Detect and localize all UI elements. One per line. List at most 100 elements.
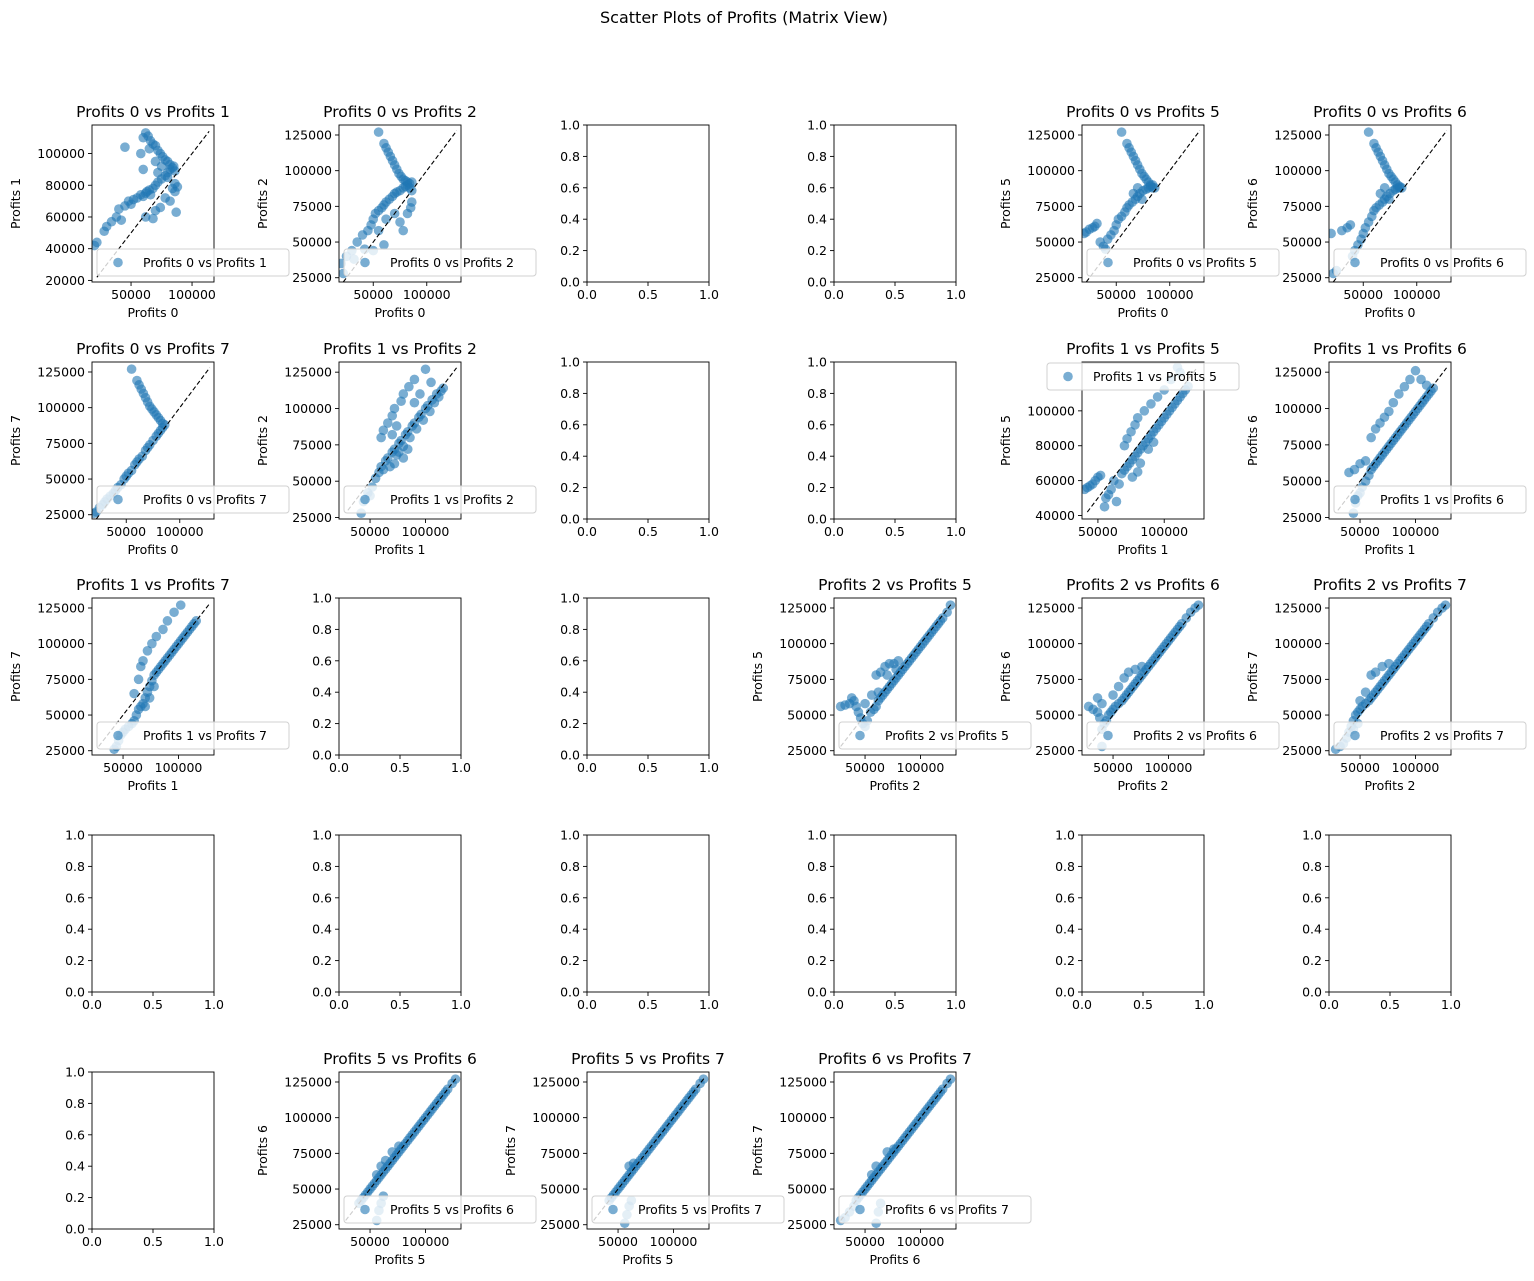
subplot: 50000 100000 25000 50000 75000 100000 125000 Pr… bbox=[1245, 103, 1527, 320]
y-tick-label: 50000 bbox=[292, 1182, 332, 1197]
axes-frame bbox=[586, 1071, 710, 1230]
data-point bbox=[1111, 496, 1122, 507]
subplot-title: Profits 2 vs Profits 7 bbox=[1313, 576, 1467, 594]
x-tick-label: 100000 bbox=[403, 287, 451, 302]
x-tick-label: 1.0 bbox=[699, 287, 719, 302]
legend-label: Profits 1 vs Profits 6 bbox=[1380, 492, 1504, 507]
data-point bbox=[379, 240, 389, 250]
x-tick-label: 0.5 bbox=[885, 524, 905, 539]
x-tick-label: 100000 bbox=[650, 1234, 698, 1249]
y-tick-label: 1.0 bbox=[65, 1065, 85, 1080]
data-point bbox=[191, 616, 202, 626]
legend: Profits 2 vs Profits 6 bbox=[1086, 721, 1280, 750]
data-point bbox=[942, 607, 952, 618]
subplot: 0.0 0.5 1.0 0.0 0.2 0.4 0.6 0.8 1.0 bbox=[560, 828, 719, 1013]
y-axis-label: Profits 2 bbox=[255, 178, 270, 229]
y-tick-label: 0.2 bbox=[807, 480, 827, 495]
y-tick-label: 100000 bbox=[37, 400, 85, 415]
legend-label: Profits 5 vs Profits 6 bbox=[390, 1202, 514, 1217]
x-tick-label: 0.5 bbox=[143, 1234, 163, 1249]
data-point bbox=[1147, 183, 1158, 193]
legend-marker bbox=[855, 730, 865, 741]
data-point bbox=[389, 403, 400, 414]
y-tick-label: 125000 bbox=[1274, 600, 1322, 615]
y-tick-label: 0.6 bbox=[560, 417, 580, 432]
legend-box bbox=[343, 485, 537, 514]
y-tick-label: 40000 bbox=[1035, 508, 1075, 523]
legend-box bbox=[1046, 362, 1240, 391]
y-tick-label: 1.0 bbox=[65, 828, 85, 843]
axes-frame bbox=[833, 597, 957, 756]
subplot: 50000 100000 25000 50000 75000 100000 125000 Pr… bbox=[8, 340, 290, 557]
data-point bbox=[153, 167, 163, 178]
y-tick-label: 25000 bbox=[45, 743, 85, 758]
data-point bbox=[149, 681, 159, 692]
plot-area bbox=[98, 600, 210, 755]
x-tick-label: 1.0 bbox=[946, 287, 966, 302]
x-tick-label: 100000 bbox=[1145, 760, 1193, 775]
y-tick-label: 75000 bbox=[787, 672, 827, 687]
x-tick-label: 0.5 bbox=[390, 997, 410, 1012]
data-point bbox=[391, 421, 402, 431]
axes-frame bbox=[338, 361, 462, 520]
y-tick-label: 125000 bbox=[284, 1074, 332, 1089]
data-point bbox=[1137, 661, 1147, 672]
x-tick-label: 1.0 bbox=[451, 760, 471, 775]
y-tick-label: 100000 bbox=[1027, 403, 1075, 418]
y-tick-label: 40000 bbox=[45, 241, 85, 256]
y-tick-label: 50000 bbox=[292, 474, 332, 489]
data-point bbox=[162, 172, 173, 183]
y-tick-label: 0.0 bbox=[65, 1222, 85, 1237]
subplot: 50000 100000 25000 50000 75000 100000 125000 Pr… bbox=[998, 103, 1280, 320]
y-axis-label: Profits 7 bbox=[8, 651, 23, 702]
x-tick-label: 0.0 bbox=[329, 997, 349, 1012]
y-tick-label: 1.0 bbox=[560, 591, 580, 606]
data-point bbox=[387, 410, 398, 421]
x-tick-label: 0.5 bbox=[638, 997, 658, 1012]
x-tick-label: 50000 bbox=[1078, 524, 1118, 539]
x-axis-label: Profits 0 bbox=[127, 305, 178, 320]
data-point bbox=[420, 364, 431, 375]
x-tick-label: 50000 bbox=[1096, 287, 1136, 302]
data-point bbox=[1122, 433, 1132, 444]
data-point bbox=[387, 1147, 398, 1157]
x-tick-label: 0.0 bbox=[824, 287, 844, 302]
x-tick-label: 50000 bbox=[350, 524, 390, 539]
y-tick-label: 0.6 bbox=[560, 180, 580, 195]
y-tick-label: 0.0 bbox=[560, 512, 580, 527]
y-tick-label: 1.0 bbox=[560, 355, 580, 370]
x-tick-label: 1.0 bbox=[1441, 997, 1461, 1012]
legend-box bbox=[1333, 485, 1527, 514]
y-tick-label: 0.6 bbox=[560, 653, 580, 668]
legend-box bbox=[343, 248, 537, 277]
data-point bbox=[426, 377, 436, 388]
legend: Profits 2 vs Profits 5 bbox=[838, 721, 1032, 750]
data-point bbox=[1375, 188, 1386, 199]
y-tick-label: 125000 bbox=[779, 1074, 827, 1089]
y-tick-label: 0.2 bbox=[1055, 953, 1075, 968]
data-point bbox=[150, 205, 161, 216]
y-tick-label: 1.0 bbox=[807, 828, 827, 843]
data-point bbox=[165, 196, 175, 206]
x-tick-label: 100000 bbox=[897, 1234, 945, 1249]
x-tick-label: 1.0 bbox=[946, 997, 966, 1012]
legend-marker bbox=[1063, 371, 1073, 382]
data-point bbox=[120, 142, 130, 153]
x-tick-label: 100000 bbox=[1146, 287, 1194, 302]
y-tick-label: 0.8 bbox=[560, 622, 580, 637]
y-tick-label: 0.4 bbox=[807, 922, 827, 937]
data-point bbox=[409, 397, 420, 408]
y-tick-label: 1.0 bbox=[560, 828, 580, 843]
data-point bbox=[402, 444, 413, 455]
y-tick-label: 125000 bbox=[1274, 127, 1322, 142]
legend: Profits 1 vs Profits 7 bbox=[96, 721, 290, 750]
x-axis-label: Profits 5 bbox=[622, 1252, 673, 1267]
subplot: 50000 100000 25000 50000 75000 100000 125000 Pr… bbox=[998, 576, 1280, 793]
y-tick-label: 0.2 bbox=[807, 953, 827, 968]
y-tick-label: 0.2 bbox=[560, 243, 580, 258]
y-tick-label: 1.0 bbox=[1055, 828, 1075, 843]
legend-box bbox=[1333, 721, 1527, 750]
data-point bbox=[418, 415, 429, 425]
legend-label: Profits 1 vs Profits 5 bbox=[1093, 369, 1217, 384]
y-tick-label: 25000 bbox=[1035, 270, 1075, 285]
